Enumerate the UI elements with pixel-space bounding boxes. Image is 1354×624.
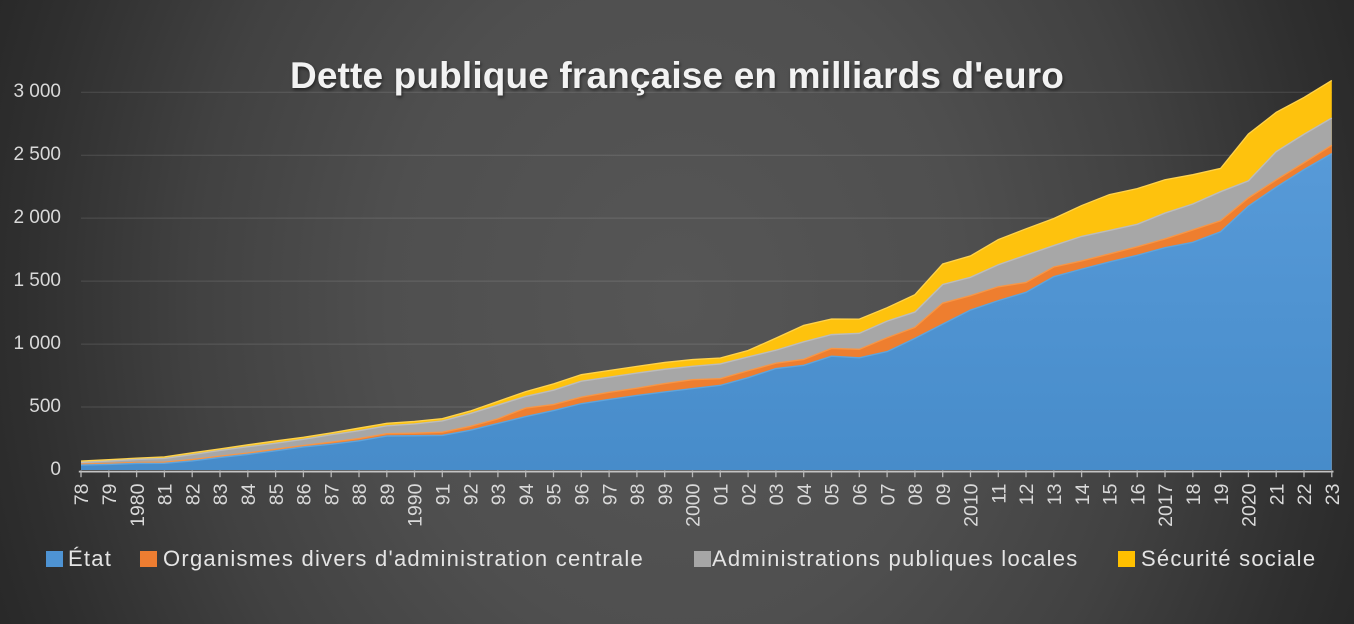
svg-text:82: 82 (182, 484, 204, 506)
svg-text:88: 88 (349, 484, 371, 506)
svg-text:2000: 2000 (683, 483, 705, 527)
svg-text:84: 84 (238, 483, 260, 505)
svg-text:89: 89 (377, 484, 399, 506)
svg-text:2010: 2010 (961, 483, 983, 527)
svg-text:11: 11 (989, 484, 1011, 504)
svg-text:95: 95 (544, 483, 566, 505)
svg-text:2017: 2017 (1155, 484, 1177, 527)
svg-text:81: 81 (155, 484, 177, 506)
svg-text:04: 04 (794, 483, 816, 505)
svg-text:85: 85 (266, 483, 288, 505)
svg-text:94: 94 (516, 483, 538, 505)
svg-text:83: 83 (210, 484, 232, 506)
svg-text:18: 18 (1183, 484, 1205, 506)
svg-text:13: 13 (1044, 484, 1066, 506)
svg-text:86: 86 (294, 484, 316, 506)
svg-text:2020: 2020 (1239, 483, 1261, 527)
svg-text:03: 03 (766, 484, 788, 506)
svg-text:21: 21 (1266, 484, 1288, 506)
svg-text:97: 97 (599, 484, 621, 506)
svg-text:96: 96 (572, 484, 594, 506)
svg-text:1980: 1980 (127, 483, 149, 527)
svg-text:15: 15 (1100, 483, 1122, 505)
svg-text:99: 99 (655, 484, 677, 506)
svg-text:93: 93 (488, 483, 510, 505)
svg-text:08: 08 (905, 484, 927, 506)
svg-text:05: 05 (822, 483, 844, 505)
svg-text:98: 98 (627, 484, 649, 506)
svg-text:91: 91 (433, 484, 455, 506)
svg-text:01: 01 (711, 484, 733, 506)
svg-text:14: 14 (1072, 483, 1094, 505)
svg-text:06: 06 (850, 484, 872, 506)
svg-text:78: 78 (71, 484, 93, 506)
svg-text:87: 87 (321, 484, 343, 506)
svg-text:79: 79 (99, 484, 121, 506)
svg-text:1990: 1990 (405, 483, 427, 527)
svg-text:92: 92 (460, 484, 482, 506)
svg-text:09: 09 (933, 484, 955, 506)
svg-text:12: 12 (1016, 484, 1038, 506)
svg-text:07: 07 (877, 484, 899, 506)
svg-text:19: 19 (1211, 484, 1233, 506)
svg-text:23: 23 (1322, 484, 1344, 506)
svg-text:22: 22 (1294, 484, 1316, 506)
svg-text:16: 16 (1127, 484, 1149, 506)
svg-text:02: 02 (738, 484, 760, 506)
